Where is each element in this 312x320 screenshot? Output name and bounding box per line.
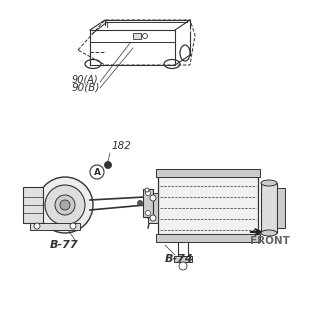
Circle shape: [37, 177, 93, 233]
Circle shape: [143, 34, 148, 38]
Text: 90(B): 90(B): [72, 82, 100, 92]
Circle shape: [45, 185, 85, 225]
Bar: [133, 33, 141, 39]
Circle shape: [60, 200, 70, 210]
Bar: [261, 183, 277, 233]
Text: B-74: B-74: [165, 254, 194, 264]
Circle shape: [150, 215, 156, 221]
Bar: [23, 187, 43, 223]
Bar: [156, 234, 260, 242]
Bar: [143, 189, 153, 217]
Bar: [30, 223, 80, 230]
Circle shape: [105, 162, 111, 169]
Bar: [158, 173, 258, 238]
Circle shape: [145, 190, 150, 196]
Text: 90(A): 90(A): [72, 74, 99, 84]
Circle shape: [70, 223, 76, 229]
Circle shape: [145, 211, 150, 215]
Text: A: A: [94, 167, 100, 177]
Circle shape: [150, 195, 156, 201]
Ellipse shape: [261, 230, 277, 236]
Bar: [277, 188, 285, 228]
Bar: [156, 169, 260, 177]
Text: 182: 182: [112, 141, 132, 151]
Bar: [174, 256, 192, 262]
Bar: [90, 30, 175, 65]
Circle shape: [179, 262, 187, 270]
Text: B-77: B-77: [50, 240, 79, 250]
Circle shape: [34, 223, 40, 229]
Circle shape: [55, 195, 75, 215]
Circle shape: [138, 201, 143, 205]
Text: FRONT: FRONT: [250, 236, 290, 246]
Ellipse shape: [261, 180, 277, 186]
Bar: [148, 193, 158, 223]
Circle shape: [145, 188, 149, 192]
